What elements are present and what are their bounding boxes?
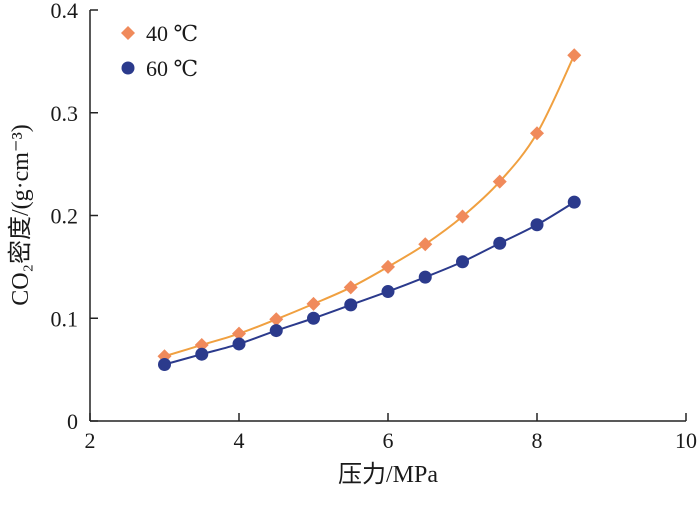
series-2 xyxy=(158,195,581,371)
series-1 xyxy=(157,48,582,364)
y-axis-title: CO₂密度/(g·cm⁻³) xyxy=(7,124,34,306)
data-point xyxy=(493,236,507,250)
data-point xyxy=(567,48,582,63)
y-tick-label: 0.2 xyxy=(51,204,79,229)
data-point xyxy=(456,255,469,269)
data-point xyxy=(195,347,209,361)
data-point xyxy=(269,324,283,338)
data-point xyxy=(194,337,209,352)
data-point xyxy=(306,296,321,311)
data-point xyxy=(455,209,470,224)
ticks: 2 4 6 8 10 0 0.1 0.2 0.3 0.4 xyxy=(51,0,698,453)
data-point xyxy=(307,311,320,325)
data-point xyxy=(269,312,284,327)
data-point xyxy=(418,237,433,252)
y-tick-label: 0.4 xyxy=(51,0,79,23)
legend-label: 40 ℃ xyxy=(146,21,198,46)
data-point xyxy=(232,326,246,341)
data-point xyxy=(232,337,246,351)
x-tick-label: 6 xyxy=(383,428,394,453)
x-tick-label: 4 xyxy=(234,428,245,453)
data-point xyxy=(344,298,358,312)
series-layer xyxy=(157,48,582,371)
y-tick-label: 0.1 xyxy=(51,306,79,331)
data-point xyxy=(381,285,395,299)
data-point xyxy=(530,218,544,232)
data-point xyxy=(492,174,507,189)
x-tick-label: 10 xyxy=(675,428,697,453)
data-point xyxy=(158,357,171,371)
y-tick-label: 0 xyxy=(67,409,78,434)
x-axis-title: 压力/MPa xyxy=(338,461,438,488)
data-point xyxy=(418,270,432,284)
legend-marker xyxy=(121,61,135,75)
data-point xyxy=(530,126,544,141)
legend-marker xyxy=(121,26,135,40)
y-tick-label: 0.3 xyxy=(51,101,79,126)
legend-label: 60 ℃ xyxy=(146,56,198,81)
data-point xyxy=(381,259,395,274)
legend: 40 ℃ 60 ℃ xyxy=(121,21,198,81)
x-tick-label: 2 xyxy=(85,428,96,453)
data-point xyxy=(567,195,581,209)
series-line xyxy=(164,54,576,358)
series-line xyxy=(164,201,575,366)
data-point xyxy=(343,280,358,295)
x-tick-label: 8 xyxy=(532,428,543,453)
